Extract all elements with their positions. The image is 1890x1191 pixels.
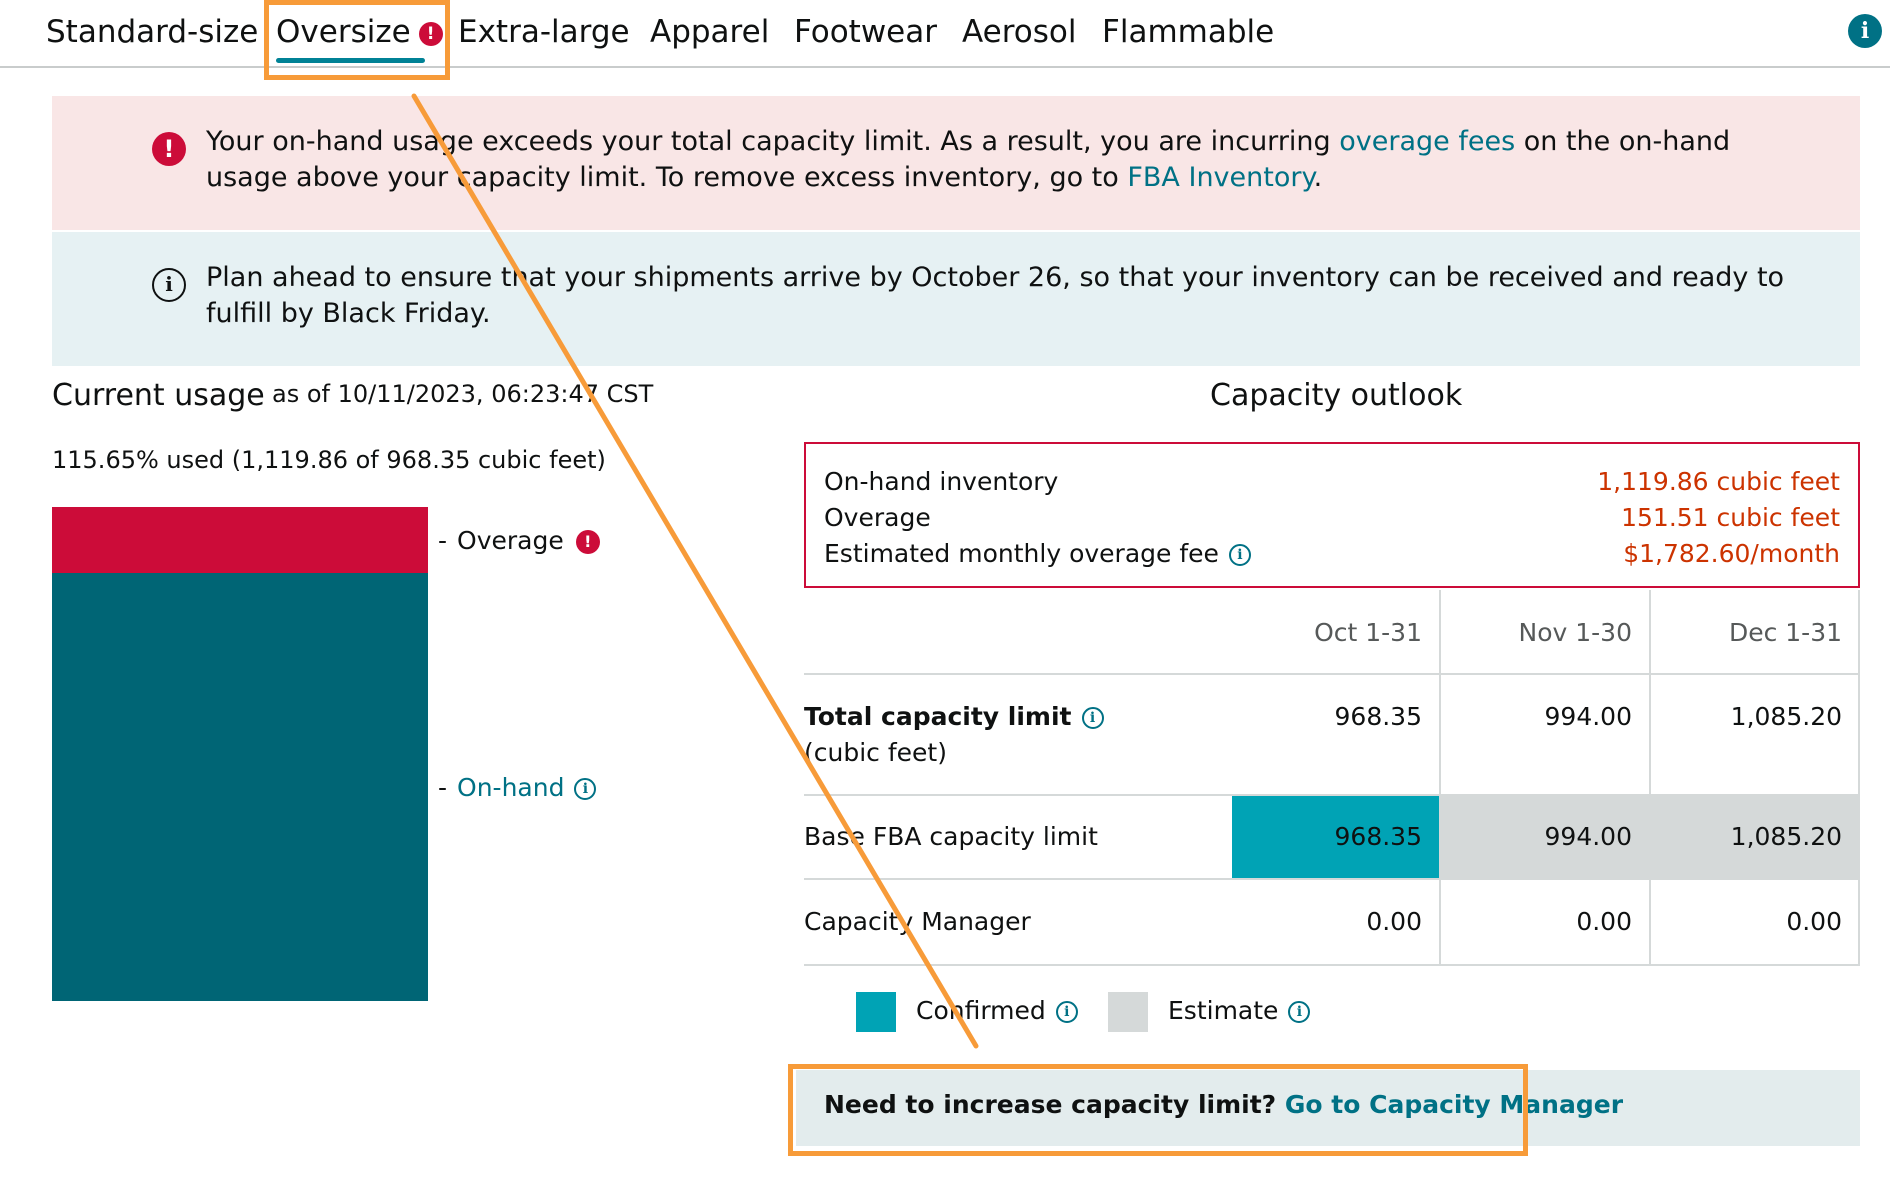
capacity-manager-link[interactable]: Go to Capacity Manager [1284,1090,1624,1119]
legend-overage: - Overage! [438,526,600,555]
cell-value: 1,085.20 [1730,822,1842,851]
error-alert: ! Your on-hand usage exceeds your total … [52,96,1860,230]
error-icon: ! [575,530,600,554]
overage-summary-box: On-hand inventory 1,119.86 cubic feet Ov… [804,442,1860,588]
overage-bar [52,507,428,573]
info-icon[interactable]: i [574,778,597,800]
cell-value: 994.00 [1544,822,1632,851]
capacity-manager-banner: Need to increase capacity limit? Go to C… [796,1070,1860,1146]
on-hand-bar [52,573,428,1001]
tab-label: Footwear [794,14,937,50]
legend-on-hand[interactable]: - On-hand i [438,773,597,802]
summary-row: On-hand inventory 1,119.86 cubic feet [824,467,1840,496]
cta-text: Need to increase capacity limit? [824,1090,1277,1119]
annotation-highlight-box [788,1064,1528,1156]
usage-summary: 115.65% used (1,119.86 of 968.35 cubic f… [52,446,606,474]
divider [804,878,1860,880]
legend-estimate: Estimate i [1168,996,1311,1025]
info-alert: i Plan ahead to ensure that your shipmen… [52,232,1860,366]
divider [1439,590,1441,965]
tab-label: Standard-size [46,14,259,50]
summary-row: Estimated monthly overage fee i $1,782.60… [824,539,1840,568]
estimate-swatch [1108,992,1148,1032]
divider [804,794,1860,796]
divider [804,673,1860,675]
info-icon[interactable]: i [1081,707,1104,729]
confirmed-cell-bg [1232,795,1440,879]
cell-value: 968.35 [1334,822,1422,851]
legend-confirmed: Confirmed i [916,996,1078,1025]
cell-value: 0.00 [1576,907,1632,936]
tab-standard-size[interactable]: Standard-size [46,14,258,50]
info-icon[interactable]: i [1288,1001,1311,1023]
info-icon[interactable]: i [1228,544,1251,566]
error-icon: ! [152,132,186,166]
divider [804,964,1860,966]
tab-label: Extra-large [458,14,630,50]
row-label-capacity-manager: Capacity Manager [804,907,1031,936]
column-header: Dec 1-31 [1728,618,1842,647]
info-icon[interactable]: i [1848,14,1882,48]
tab-oversize[interactable]: Oversize! [276,14,443,63]
tab-label: Aerosol [962,14,1077,50]
tab-label: Flammable [1102,14,1275,50]
tab-label: Apparel [650,14,770,50]
annotation-highlight-box [264,0,450,80]
cell-value: 0.00 [1786,907,1842,936]
cell-value: 0.00 [1366,907,1422,936]
column-header: Oct 1-31 [1314,618,1422,647]
tab-flammable[interactable]: Flammable [1102,14,1274,50]
row-label-base-fba: Base FBA capacity limit [804,822,1098,851]
tab-apparel[interactable]: Apparel [650,14,769,50]
divider [1858,590,1860,965]
overage-fees-link[interactable]: overage fees [1339,126,1516,157]
cell-value: 994.00 [1544,702,1632,731]
summary-row: Overage 151.51 cubic feet [824,503,1840,532]
cell-value: 968.35 [1334,702,1422,731]
info-icon[interactable]: i [1055,1001,1078,1023]
divider [1649,590,1651,965]
row-sublabel: (cubic feet) [804,738,947,767]
info-icon: i [152,268,186,302]
tab-aerosol[interactable]: Aerosol [962,14,1077,50]
column-header: Nov 1-30 [1518,618,1632,647]
as-of-timestamp: as of 10/11/2023, 06:23:47 CST [272,380,654,408]
tab-bar: Standard-size Oversize! Extra-large Appa… [0,0,1890,68]
confirmed-swatch [856,992,896,1032]
current-usage-title: Current usage [52,378,265,413]
tab-footwear[interactable]: Footwear [794,14,937,50]
fba-inventory-link[interactable]: FBA Inventory [1127,162,1314,193]
error-alert-text: Your on-hand usage exceeds your total ca… [206,126,1731,193]
capacity-outlook-title: Capacity outlook [1210,378,1463,413]
tab-label: Oversize [276,14,411,50]
row-label-total-capacity: Total capacity limit i [804,702,1104,731]
tab-extra-large[interactable]: Extra-large [458,14,630,50]
active-tab-underline [276,58,425,63]
info-alert-text: Plan ahead to ensure that your shipments… [206,262,1785,329]
error-icon: ! [418,21,443,46]
cell-value: 1,085.20 [1730,702,1842,731]
